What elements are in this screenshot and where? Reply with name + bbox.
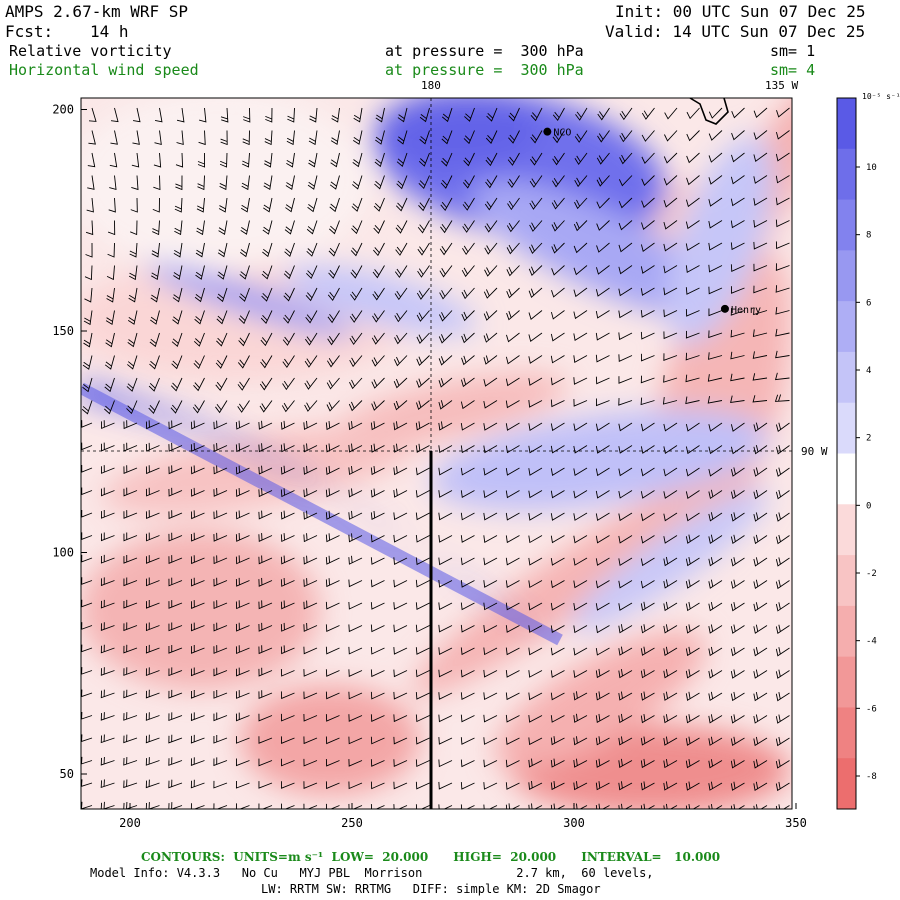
colorbar-tick-label: 8	[866, 231, 871, 241]
physics-info: LW: RRTM SW: RRTMG DIFF: simple KM: 2D S…	[261, 882, 601, 896]
colorbar-swatch	[837, 402, 856, 454]
station-markers: LKIRDGKLNHRGNCOHenryAG2	[543, 127, 761, 316]
colorbar-swatch	[837, 555, 856, 607]
variable-2-level: at pressure = 300 hPa	[385, 61, 584, 79]
x-tick-label: 350	[785, 816, 807, 830]
lon-label-180: 180	[421, 79, 441, 92]
colorbar: 10 8 6 4 2 0 -2 -4 -6 -8	[836, 97, 877, 810]
y-axis: 50100150200250300350	[52, 103, 87, 781]
colorbar-swatch	[837, 605, 856, 658]
y-tick-label: 150	[52, 324, 74, 338]
variable-2-smoothing: sm= 4	[770, 61, 816, 79]
lon-label-90w: 90 W	[801, 445, 828, 458]
colorbar-tick-label: -2	[866, 569, 877, 579]
colorbar-swatch	[837, 98, 856, 150]
colorbar-tick-label: 10	[866, 163, 877, 173]
x-tick-label: 200	[119, 816, 141, 830]
colorbar-swatch	[837, 351, 856, 404]
variable-1-smoothing: sm= 1	[770, 42, 816, 60]
vorticity-field	[81, 98, 792, 809]
y-tick-label: 50	[60, 767, 74, 781]
colorbar-swatch	[837, 656, 856, 708]
y-tick-label: 200	[52, 103, 74, 117]
init-time: Init: 00 UTC Sun 07 Dec 25	[615, 2, 866, 21]
colorbar-tick-label: 2	[866, 434, 871, 444]
colorbar-tick-label: 6	[866, 298, 871, 308]
colorbar-swatch	[837, 301, 856, 353]
colorbar-tick-label: 4	[866, 366, 871, 376]
colorbar-tick-label: -4	[866, 637, 877, 647]
x-axis: 200250300350400450	[119, 803, 807, 830]
colorbar-tick-label: -8	[866, 772, 877, 782]
wind-barbs	[81, 107, 790, 809]
colorbar-swatch	[837, 453, 856, 505]
station-dot	[720, 304, 729, 313]
station-dot	[543, 127, 552, 136]
forecast-hour: 14 h	[90, 22, 129, 41]
coastline	[689, 97, 729, 125]
colorbar-swatch	[837, 148, 856, 201]
colorbar-unit: 10⁻⁵ s⁻¹	[862, 92, 900, 101]
contours-info: CONTOURS: UNITS=m s⁻¹ LOW= 20.000 HIGH= …	[141, 850, 721, 864]
variable-1-name: Relative vorticity	[9, 42, 172, 60]
colorbar-tick-label: 0	[866, 501, 871, 511]
x-tick-label: 300	[563, 816, 585, 830]
station-label: Henry	[731, 305, 761, 316]
variable-2-name: Horizontal wind speed	[9, 61, 199, 79]
variable-1-level: at pressure = 300 hPa	[385, 42, 584, 60]
model-info: Model Info: V4.3.3 No Cu MYJ PBL Morriso…	[90, 866, 654, 880]
plot-frame	[80, 97, 793, 810]
colorbar-tick-label: -6	[866, 704, 877, 714]
y-tick-label: 100	[52, 546, 74, 560]
colorbar-swatch	[837, 504, 856, 556]
lon-label-135w: 135 W	[765, 79, 799, 92]
valid-time: Valid: 14 UTC Sun 07 Dec 25	[605, 22, 866, 41]
station-label: NCO	[553, 128, 571, 139]
colorbar-swatch	[837, 199, 856, 251]
colorbar-swatch	[837, 758, 856, 810]
x-tick-label: 250	[341, 816, 363, 830]
colorbar-swatch	[837, 250, 856, 302]
colorbar-swatch	[837, 707, 856, 759]
forecast-label: Fcst:	[5, 22, 54, 41]
model-title: AMPS 2.67-km WRF SP	[5, 2, 189, 21]
